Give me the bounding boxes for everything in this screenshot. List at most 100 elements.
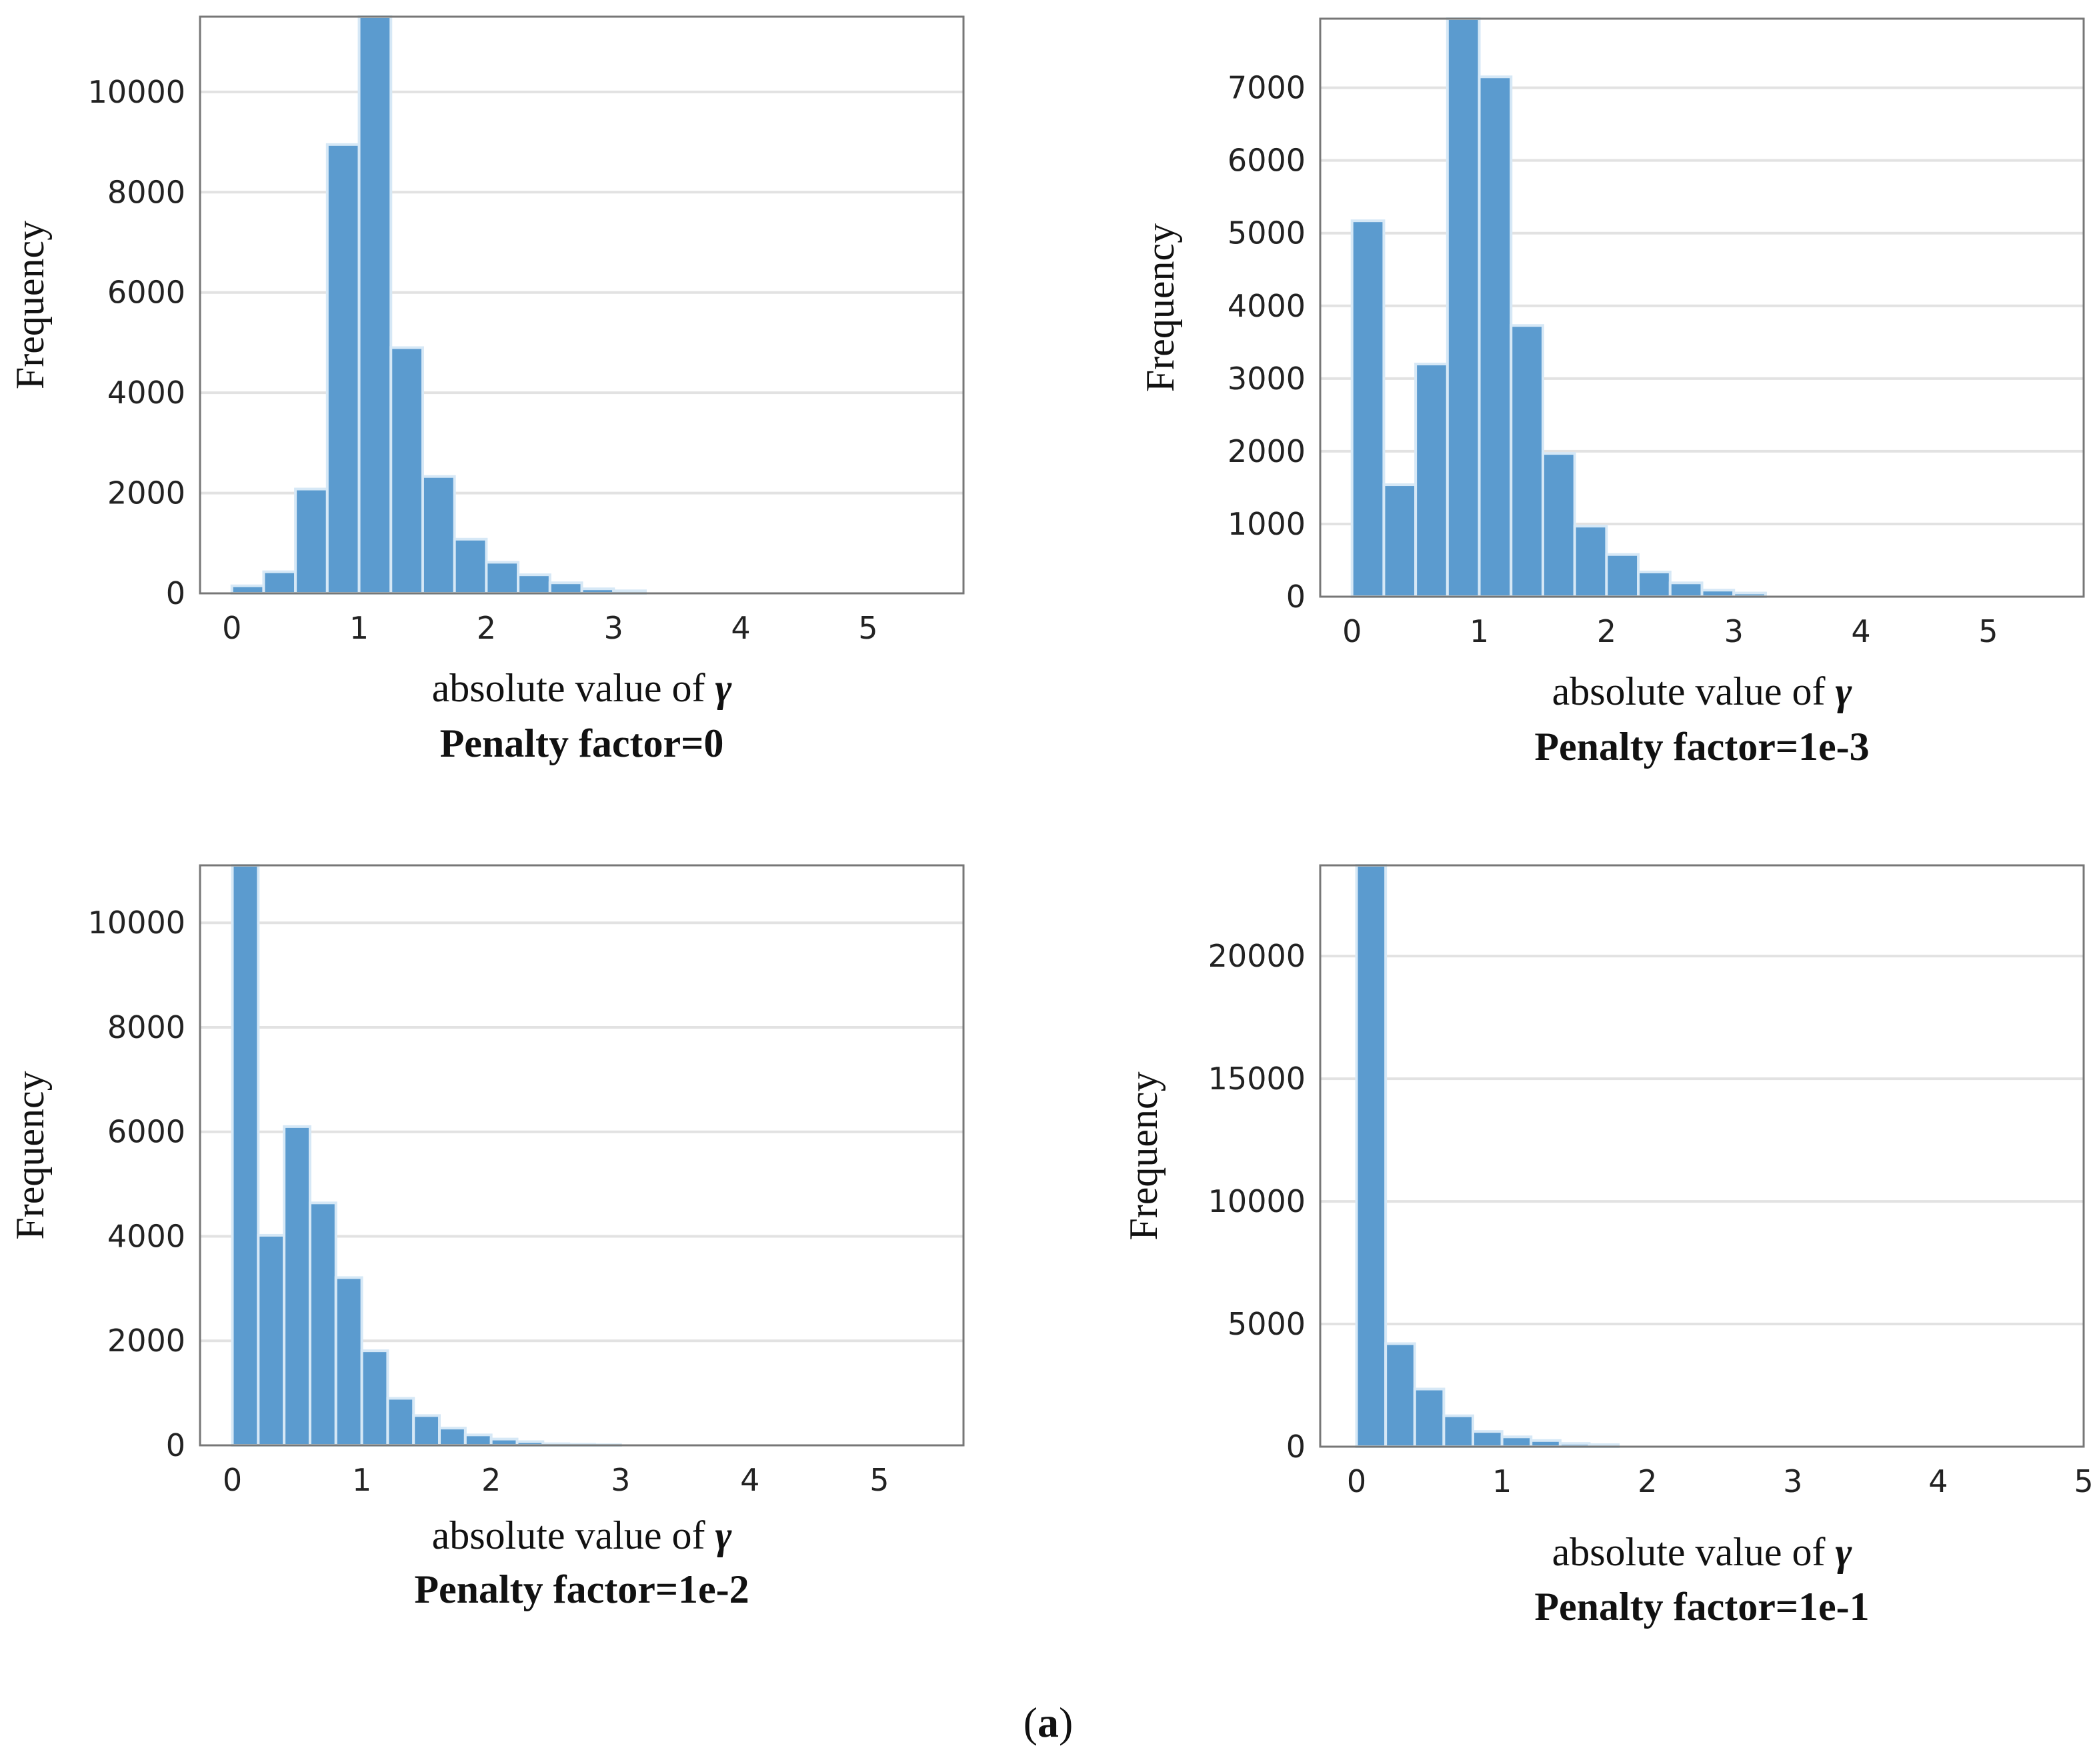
x-tick-label: 2: [1638, 1463, 1657, 1499]
chart-panel-3: 0 2000 4000 6000 8000 10000 0 1 2 3 4 5 Frequency abs…: [8, 864, 965, 1611]
x-tick-label: 1: [349, 610, 369, 646]
y-tick-label: 3000: [1228, 361, 1306, 397]
histogram-bar: [1382, 483, 1418, 599]
histogram-bar: [1573, 525, 1608, 598]
x-tick-label: 5: [869, 1462, 889, 1498]
y-tick-label: 6000: [1228, 143, 1306, 179]
histogram-bar: [357, 15, 393, 595]
histogram-bar: [283, 1125, 311, 1447]
histogram-bar: [389, 346, 424, 595]
y-tick-label: 7000: [1228, 70, 1306, 106]
histogram-bar: [1442, 1414, 1474, 1449]
chart-title: Penalty factor=1e-1: [1534, 1585, 1869, 1629]
histogram-bar: [517, 573, 551, 595]
chart-title: Penalty factor=1e-3: [1534, 725, 1869, 769]
histogram-bar: [1668, 581, 1704, 598]
histogram-bar: [548, 581, 583, 595]
x-tick-label: 5: [2074, 1463, 2093, 1499]
plot-frame: [199, 15, 965, 595]
histogram-bar: [231, 864, 260, 1447]
y-tick-label: 2000: [107, 1323, 185, 1359]
x-tick-label: 0: [1347, 1463, 1366, 1499]
y-tick-label: 2000: [107, 475, 185, 511]
histogram-bar: [1355, 864, 1388, 1448]
chart-title: Penalty factor=1e-2: [414, 1567, 749, 1611]
x-axis-label: absolute value of γ: [1552, 1530, 1852, 1574]
y-tick-label: 0: [166, 1427, 185, 1463]
histogram-bar: [1510, 324, 1544, 598]
y-tick-label: 4000: [1228, 288, 1306, 324]
x-tick-label: 5: [858, 610, 877, 646]
x-tick-label: 1: [1492, 1463, 1512, 1499]
caption-letter: a: [1037, 1699, 1059, 1746]
x-axis-label-text: absolute value of: [432, 1513, 715, 1557]
y-tick-label: 1000: [1228, 506, 1306, 542]
x-tick-label: 0: [222, 610, 241, 646]
y-tick-label: 2000: [1228, 433, 1306, 469]
x-tick-label: 3: [611, 1462, 630, 1498]
histogram-bar: [1472, 1430, 1504, 1449]
histogram-bar: [1478, 75, 1513, 598]
x-axis-label-text: absolute value of: [1552, 669, 1836, 713]
histogram-bar: [412, 1414, 441, 1447]
y-tick-label: 0: [166, 575, 185, 611]
y-axis-label: Frequency: [1138, 223, 1182, 392]
y-tick-label: 4000: [107, 1218, 185, 1254]
y-axis-label: Frequency: [8, 1071, 52, 1239]
plot-frame: [1319, 864, 2085, 1448]
histogram-bar: [421, 475, 456, 595]
x-tick-label: 3: [1724, 613, 1744, 649]
caption-close: ): [1059, 1699, 1073, 1746]
y-tick-label: 10000: [88, 74, 185, 110]
x-tick-label: 3: [604, 610, 623, 646]
histogram-bar: [1446, 17, 1481, 598]
figure-caption: (a): [1023, 1699, 1074, 1746]
x-tick-label: 0: [223, 1462, 242, 1498]
histogram-bar: [1637, 570, 1672, 599]
histogram-bar: [262, 570, 297, 595]
gamma-symbol: γ: [715, 666, 731, 710]
histogram-bar: [325, 143, 361, 595]
y-tick-label: 10000: [1208, 1183, 1306, 1219]
histogram-bar: [257, 1233, 286, 1447]
histogram-bar: [294, 487, 329, 595]
x-axis-label: absolute value of γ: [432, 1513, 732, 1557]
plot-frame: [199, 864, 965, 1447]
y-tick-label: 20000: [1208, 938, 1306, 974]
y-tick-label: 6000: [107, 275, 185, 311]
histogram-bar: [1541, 452, 1576, 599]
y-tick-label: 0: [1286, 1429, 1306, 1465]
histogram-bar: [308, 1201, 337, 1447]
histogram-bar: [1414, 363, 1449, 598]
chart-panel-4: 0 5000 10000 15000 20000 0 1 2 3 4 5 Frequency absol…: [1122, 864, 2094, 1629]
x-axis-label: absolute value of γ: [1552, 669, 1852, 713]
x-tick-label: 1: [352, 1462, 371, 1498]
histogram-bar: [485, 561, 520, 595]
y-tick-label: 0: [1286, 579, 1306, 615]
histogram-bar: [1384, 1342, 1416, 1449]
x-tick-label: 2: [481, 1462, 501, 1498]
chart-panel-1: 0 2000 4000 6000 8000 10000 0 1 2 3 4 5 Frequency abs…: [8, 15, 965, 765]
y-tick-label: 5000: [1228, 1306, 1306, 1342]
y-tick-label: 10000: [88, 905, 185, 941]
x-tick-label: 4: [740, 1462, 759, 1498]
x-axis-label-text: absolute value of: [432, 666, 715, 710]
histogram-bar: [438, 1427, 467, 1447]
x-tick-label: 1: [1470, 613, 1489, 649]
caption-open: (: [1023, 1699, 1037, 1746]
x-tick-label: 3: [1783, 1463, 1802, 1499]
histogram-bar: [360, 1349, 389, 1447]
histogram-bar: [334, 1276, 363, 1447]
gamma-symbol: γ: [1835, 669, 1852, 713]
gamma-symbol: γ: [715, 1513, 731, 1557]
x-axis-label-text: absolute value of: [1552, 1530, 1836, 1574]
x-tick-label: 4: [731, 610, 750, 646]
y-tick-label: 4000: [107, 375, 185, 411]
x-tick-label: 2: [477, 610, 496, 646]
x-tick-label: 4: [1851, 613, 1870, 649]
y-axis-label: Frequency: [8, 221, 52, 389]
chart-panel-2: 0 1000 2000 3000 4000 5000 6000 7000 0 1 2 3 4 5 Frequ…: [1138, 17, 2085, 769]
histogram-bar: [386, 1397, 415, 1447]
